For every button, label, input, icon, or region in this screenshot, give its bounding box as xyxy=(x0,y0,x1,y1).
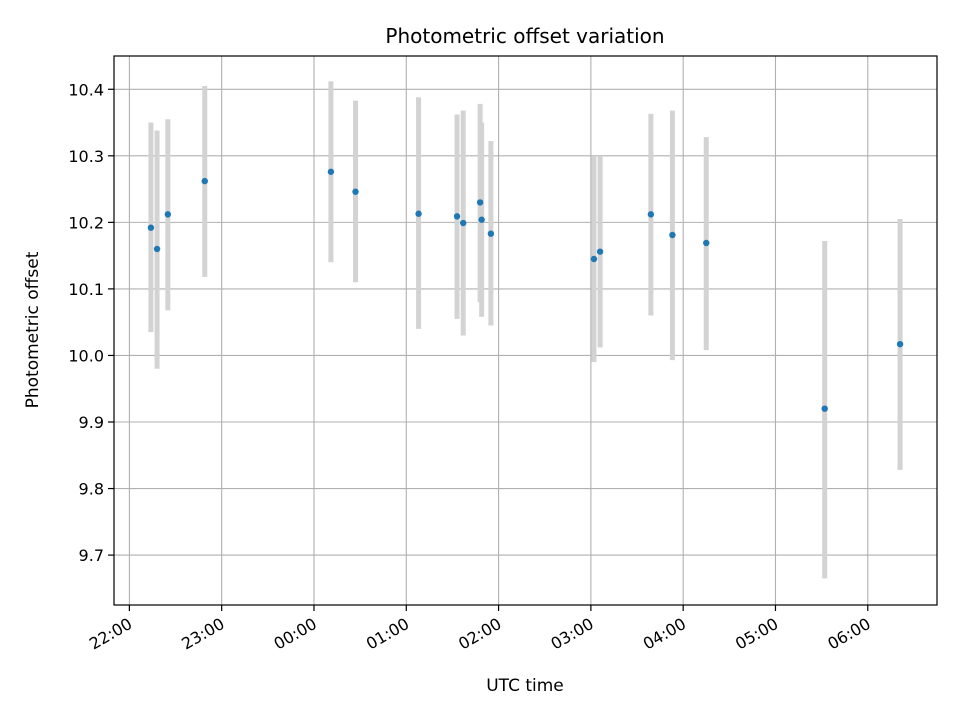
data-point xyxy=(478,216,485,223)
x-axis-title: UTC time xyxy=(486,676,564,696)
y-axis-title: Photometric offset xyxy=(23,251,43,408)
y-tick-label: 10.0 xyxy=(68,346,104,365)
data-point xyxy=(147,224,155,231)
data-points xyxy=(147,168,904,412)
y-tick-label: 10.3 xyxy=(68,147,104,166)
data-point xyxy=(596,248,604,255)
data-point xyxy=(453,213,461,220)
data-point xyxy=(201,177,208,185)
data-point xyxy=(327,168,335,175)
y-tick-label: 10.2 xyxy=(68,213,104,232)
data-point xyxy=(476,199,484,206)
data-point xyxy=(415,210,422,217)
y-tick-label: 9.8 xyxy=(79,480,104,499)
y-axis-ticks: 9.7 9.8 9.9 10.0 10.1 10.2 10.3 10.4 xyxy=(68,80,114,565)
data-point xyxy=(896,340,904,348)
data-point xyxy=(352,188,359,195)
grid-lines xyxy=(114,56,937,605)
data-point xyxy=(164,211,172,218)
y-tick-label: 9.7 xyxy=(79,546,104,565)
data-point xyxy=(647,211,655,218)
data-point xyxy=(821,405,828,412)
data-point xyxy=(703,239,710,247)
data-point xyxy=(459,219,467,227)
chart-title: Photometric offset variation xyxy=(385,24,664,48)
y-tick-label: 10.4 xyxy=(68,80,104,99)
data-point xyxy=(487,230,495,237)
data-point xyxy=(590,255,598,263)
y-tick-label: 9.9 xyxy=(79,413,104,432)
data-point xyxy=(153,245,161,253)
data-point xyxy=(669,231,676,239)
plot-frame xyxy=(113,55,938,606)
y-tick-label: 10.1 xyxy=(68,280,104,299)
